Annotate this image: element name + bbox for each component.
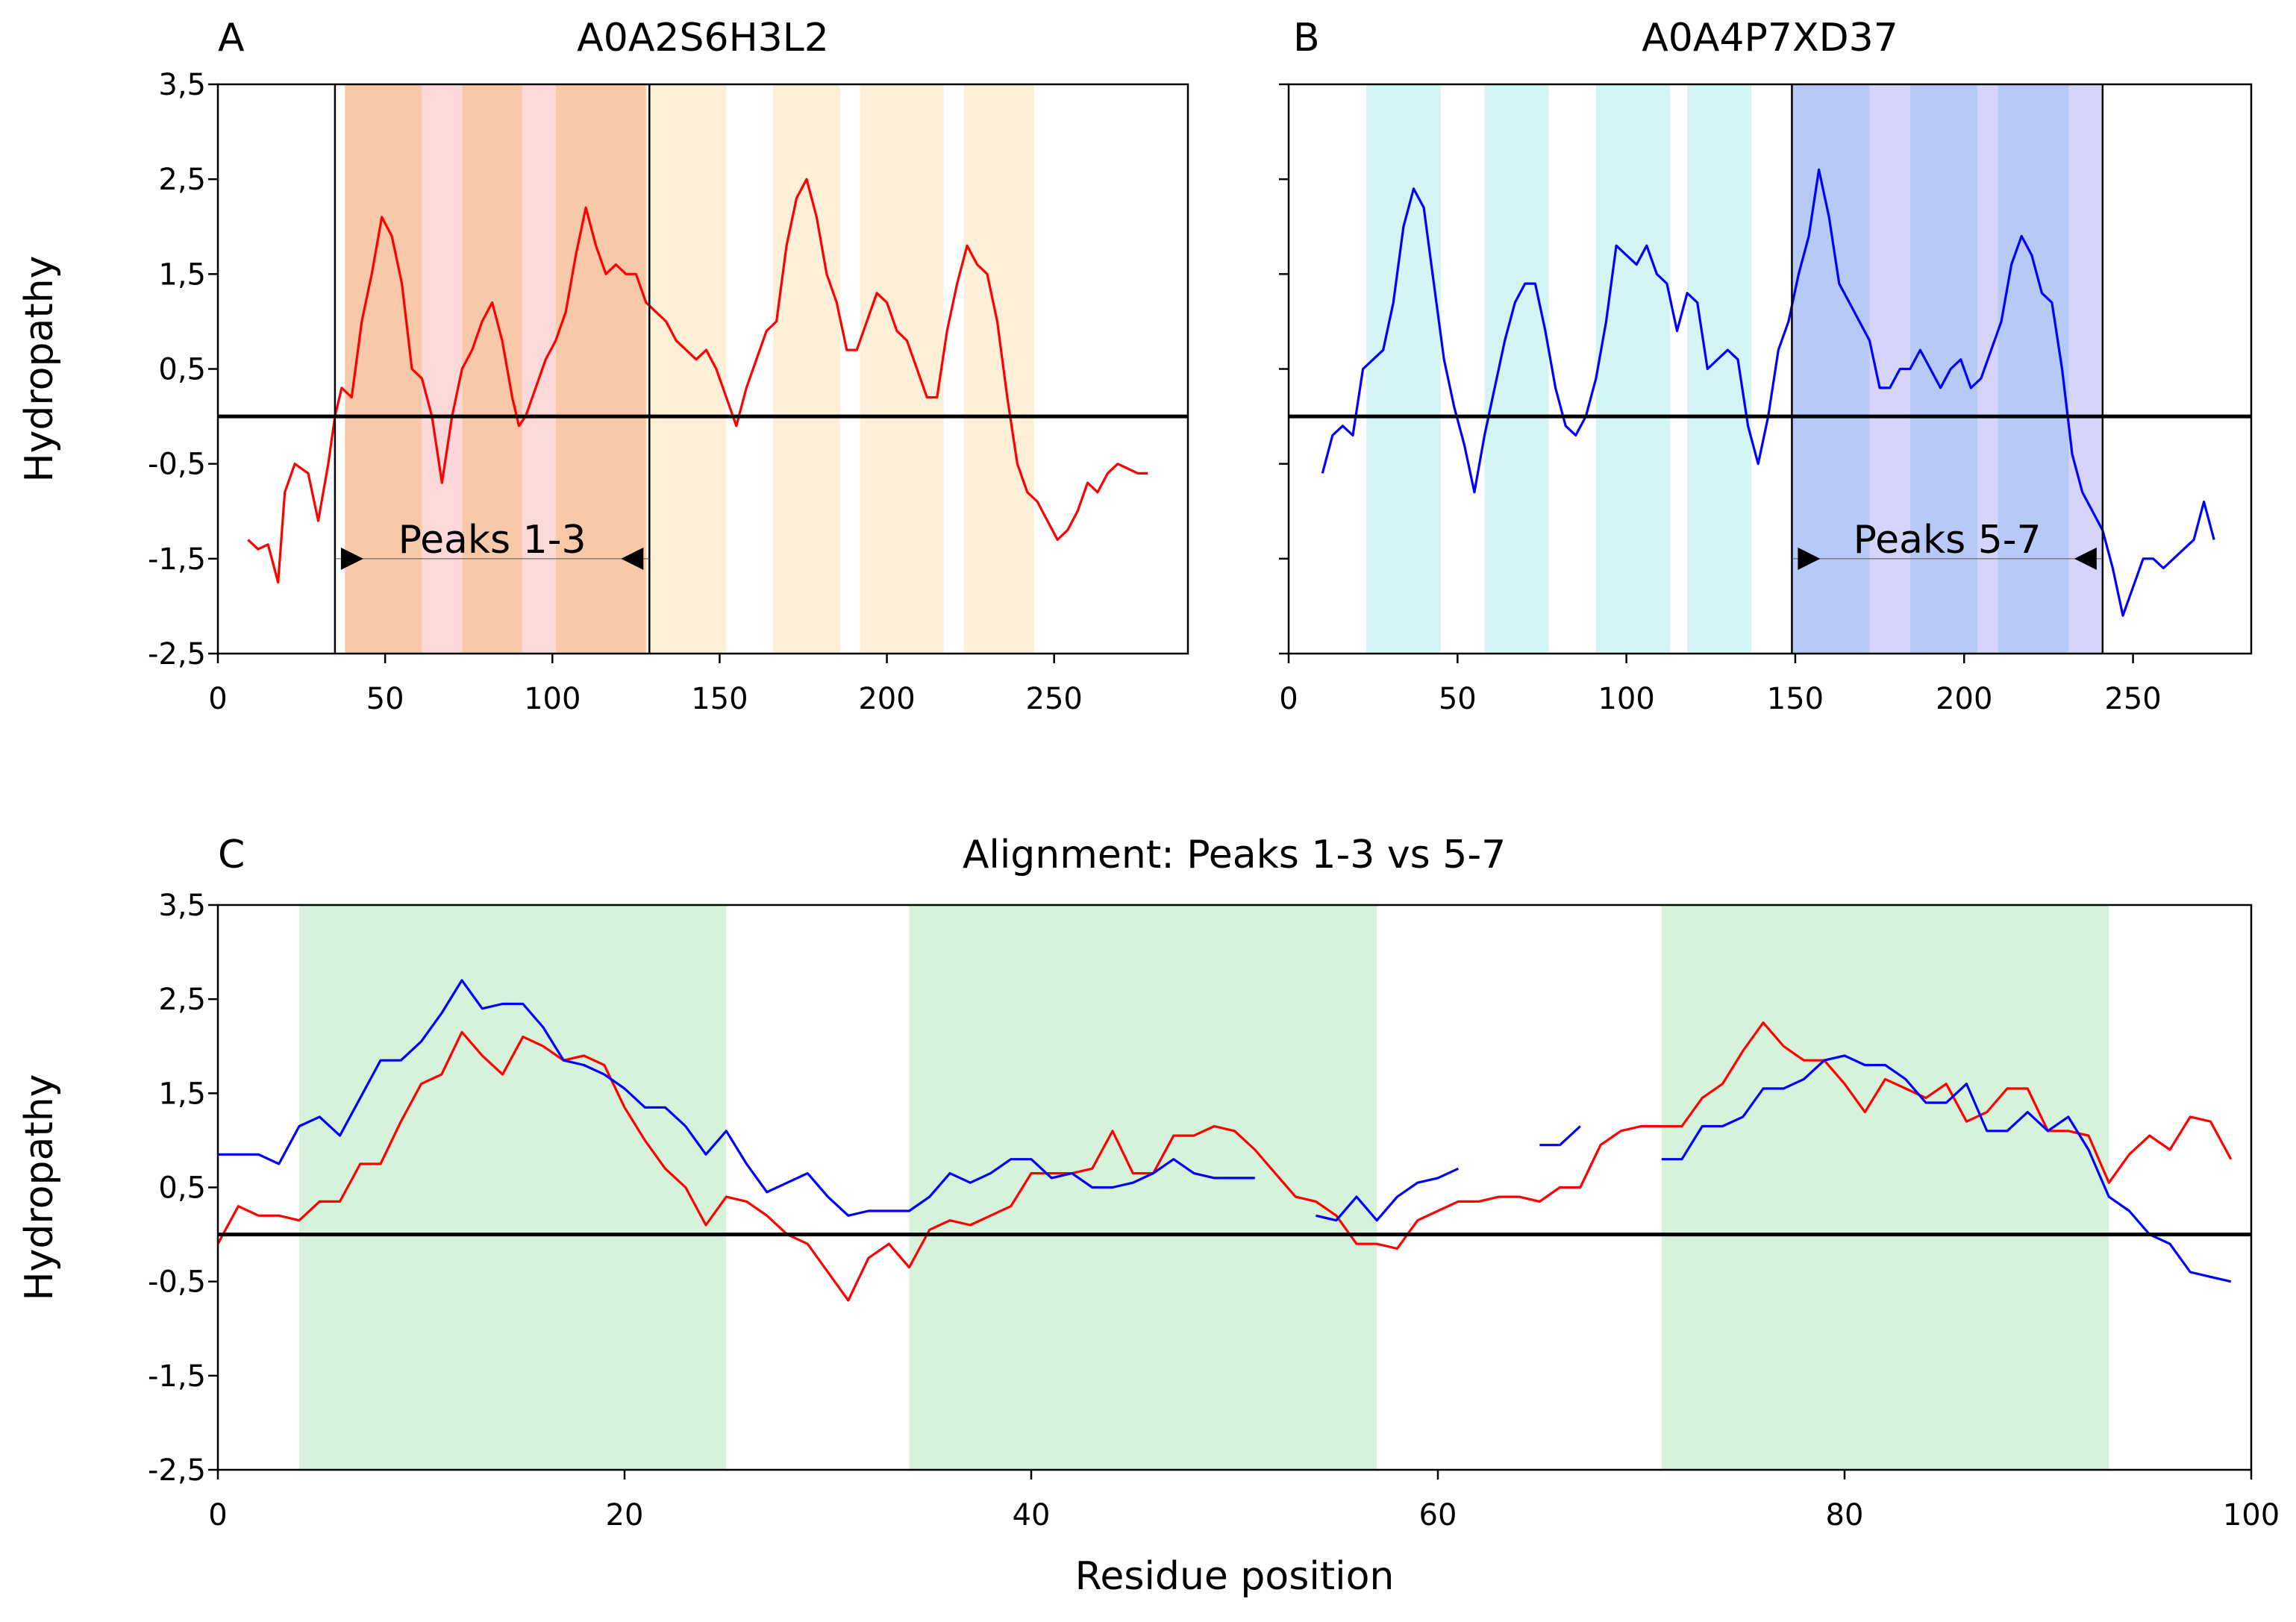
panel-b: Peaks 5-7 0 50 100 150 200 250 A0A4P7XD37 B xyxy=(1279,16,2253,716)
panel-a-x-tick-label: 150 xyxy=(691,682,748,716)
panel-a-y-tick-label: 2,5 xyxy=(158,163,206,197)
panel-b-shaded-regions xyxy=(1366,84,2103,654)
panel-a-y-axis: 3,5 2,5 1,5 0,5 -0,5 -1,5 -2,5 xyxy=(148,68,218,671)
panel-b-shaded-region-7 xyxy=(1977,84,1998,654)
panel-a-title: A0A2S6H3L2 xyxy=(577,16,829,60)
panel-b-x-tick-label: 150 xyxy=(1767,682,1824,716)
panel-c-x-tick-label: 80 xyxy=(1826,1498,1864,1532)
panel-a-bracket-right-arrow xyxy=(621,547,644,570)
panel-a-shaded-region-5 xyxy=(645,84,727,654)
panel-a-y-tick-label: -2,5 xyxy=(148,637,206,671)
panel-c-shaded-region-1 xyxy=(909,905,1377,1470)
panel-a-peaks-bracket: Peaks 1-3 xyxy=(334,84,651,654)
panel-c-series xyxy=(216,979,2233,1302)
panel-b-shaded-region-0 xyxy=(1366,84,1441,654)
panel-b-x-tick-label: 200 xyxy=(1936,682,1992,716)
panel-b-shaded-region-6 xyxy=(1909,84,1978,654)
panel-a-bracket-label: Peaks 1-3 xyxy=(398,518,586,563)
panel-c-x-tick-label: 60 xyxy=(1419,1498,1457,1532)
panel-c-x-axis-label: Residue position xyxy=(1075,1554,1395,1599)
panel-c-x-tick-label: 40 xyxy=(1013,1498,1051,1532)
panel-a-shaded-region-6 xyxy=(773,84,840,654)
panel-c-y-tick-label: 0,5 xyxy=(158,1171,206,1206)
panel-c-x-tick-label: 20 xyxy=(606,1498,644,1532)
panel-c-series-1-line-segment-0 xyxy=(218,979,1255,1217)
panel-a-y-tick-label: 1,5 xyxy=(158,257,206,292)
panel-c-letter: C xyxy=(218,833,245,877)
panel-a-x-axis: 0 50 100 150 200 250 xyxy=(208,654,1083,716)
panel-c-y-axis: 3,5 2,5 1,5 0,5 -0,5 -1,5 -2,5 xyxy=(148,889,218,1488)
panel-c-shaded-region-2 xyxy=(1661,905,2109,1470)
panel-c-series-1-line-segment-2 xyxy=(1539,1125,1581,1147)
panel-c-series-1-line-segment-3 xyxy=(1661,1054,2232,1283)
panel-c-x-tick-label: 100 xyxy=(2223,1498,2280,1532)
panel-a-y-tick-label: 0,5 xyxy=(158,353,206,387)
panel-b-x-tick-label: 250 xyxy=(2104,682,2161,716)
panel-b-shaded-region-4 xyxy=(1792,84,1870,654)
panel-a-x-tick-label: 0 xyxy=(208,682,227,716)
panel-a-y-tick-label: -1,5 xyxy=(148,542,206,577)
panel-a-y-tick-label: -0,5 xyxy=(148,448,206,482)
panel-a-shaded-region-1 xyxy=(422,84,463,654)
panel-c-y-tick-label: -0,5 xyxy=(148,1265,206,1300)
panel-a-letter: A xyxy=(218,16,245,60)
panel-b-shaded-region-1 xyxy=(1484,84,1549,654)
panel-b-title: A0A4P7XD37 xyxy=(1642,16,1898,60)
panel-c-y-tick-label: 1,5 xyxy=(158,1077,206,1111)
panel-a-shaded-region-7 xyxy=(860,84,944,654)
panel-c-shaded-region-0 xyxy=(299,905,727,1470)
panel-a-series xyxy=(247,178,1148,584)
panel-a-shaded-region-2 xyxy=(462,84,522,654)
panel-b-x-tick-label: 50 xyxy=(1439,682,1477,716)
panel-c-y-tick-label: -2,5 xyxy=(148,1453,206,1488)
panel-b-bracket-right-arrow xyxy=(2074,547,2097,570)
panel-b-letter: B xyxy=(1293,16,1320,60)
panel-b-shaded-region-9 xyxy=(2068,84,2103,654)
panel-c: 3,5 2,5 1,5 0,5 -0,5 -1,5 -2,5 0 20 40 60 80 100 Al… xyxy=(17,833,2280,1599)
panel-a: Peaks 1-3 3,5 2,5 1,5 0,5 -0,5 -1,5 -2,5 0 50 10… xyxy=(17,16,1189,716)
panel-b-x-axis: 0 50 100 150 200 250 xyxy=(1279,654,2162,716)
panel-b-x-tick-label: 0 xyxy=(1279,682,1298,716)
panel-c-series-1-line-segment-1 xyxy=(1316,1167,1459,1222)
panel-c-y-tick-label: -1,5 xyxy=(148,1359,206,1394)
panel-c-title: Alignment: Peaks 1-3 vs 5-7 xyxy=(963,833,1506,877)
panel-b-y-axis xyxy=(1279,83,1289,655)
panel-a-y-axis-label: Hydropathy xyxy=(17,256,62,483)
panel-c-y-tick-label: 3,5 xyxy=(158,889,206,923)
panel-c-y-axis-label: Hydropathy xyxy=(17,1074,62,1301)
panel-a-y-tick-label: 3,5 xyxy=(158,68,206,102)
panel-b-peaks-bracket: Peaks 5-7 xyxy=(1791,84,2104,654)
panel-c-y-tick-label: 2,5 xyxy=(158,983,206,1017)
panel-a-shaded-regions xyxy=(345,84,1034,654)
panel-c-series-0-line xyxy=(216,1021,2233,1302)
panel-a-shaded-region-3 xyxy=(522,84,556,654)
panel-a-shaded-region-4 xyxy=(555,84,646,654)
panel-a-x-tick-label: 250 xyxy=(1026,682,1083,716)
panel-a-bracket-left-arrow xyxy=(340,547,363,570)
panel-a-shaded-region-8 xyxy=(963,84,1034,654)
panel-c-x-tick-label: 0 xyxy=(208,1498,227,1532)
panel-b-shaded-region-8 xyxy=(1998,84,2069,654)
panel-c-shaded-regions xyxy=(299,905,2109,1470)
panel-c-x-axis: 0 20 40 60 80 100 xyxy=(208,1470,2280,1532)
panel-b-shaded-region-2 xyxy=(1595,84,1671,654)
panel-b-x-tick-label: 100 xyxy=(1598,682,1654,716)
panel-a-x-tick-label: 100 xyxy=(524,682,581,716)
panel-a-x-tick-label: 200 xyxy=(858,682,915,716)
panel-b-bracket-label: Peaks 5-7 xyxy=(1854,518,2042,563)
panel-a-series-0-line xyxy=(247,178,1148,584)
panel-b-shaded-region-3 xyxy=(1687,84,1752,654)
panel-b-bracket-left-arrow xyxy=(1798,547,1821,570)
panel-a-x-tick-label: 50 xyxy=(366,682,404,716)
